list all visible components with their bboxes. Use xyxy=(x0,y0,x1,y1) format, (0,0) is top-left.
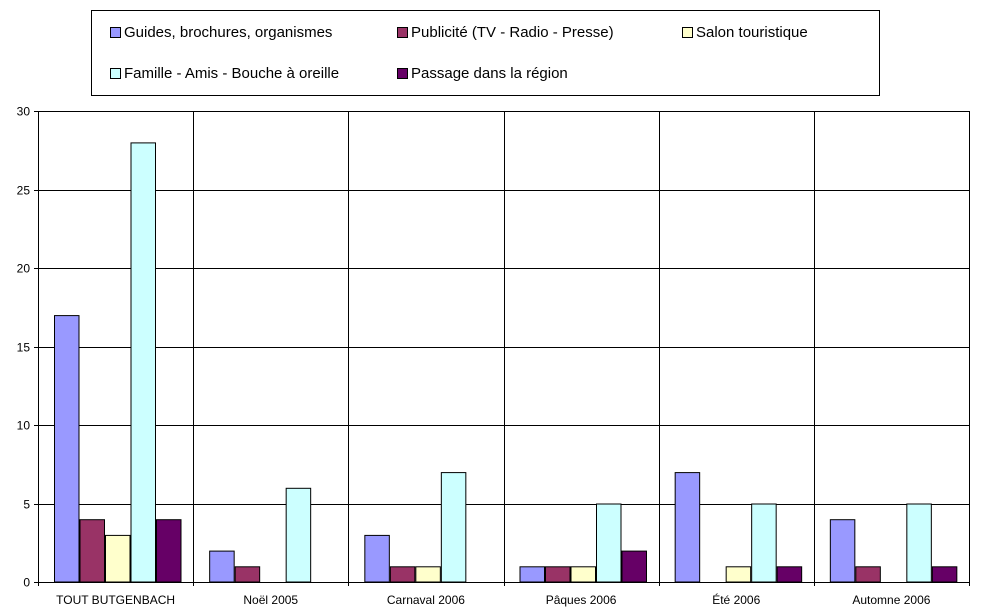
bar-paques-2006-famille-amis-bouche-a-oreille xyxy=(596,503,622,583)
legend-swatch-famille-amis-bouche-a-oreille xyxy=(110,68,121,79)
bar-noel-2005-guides-brochures-organismes xyxy=(209,550,235,583)
legend: Guides, brochures, organismes Publicité (… xyxy=(91,10,880,96)
legend-label-publicite-tv-radio-presse: Publicité (TV - Radio - Presse) xyxy=(411,24,614,41)
bar-tout-butgenbach-guides-brochures-organismes xyxy=(54,315,80,583)
bar-paques-2006-guides-brochures-organismes xyxy=(519,566,545,583)
bar-automne-2006-passage-dans-la-region xyxy=(931,566,958,583)
legend-swatch-publicite-tv-radio-presse xyxy=(397,27,408,38)
y-tick-label-25: 25 xyxy=(17,184,31,198)
x-tick-label-ete-2006: Été 2006 xyxy=(712,592,760,607)
bar-carnaval-2006-salon-touristique xyxy=(415,566,441,583)
bar-paques-2006-publicite-tv-radio-presse xyxy=(545,566,571,583)
bar-carnaval-2006-famille-amis-bouche-a-oreille xyxy=(440,472,467,583)
x-tick-label-automne-2006: Automne 2006 xyxy=(852,593,930,607)
bar-ete-2006-salon-touristique xyxy=(725,566,752,583)
x-tick-label-noel-2005: Noël 2005 xyxy=(243,593,298,607)
legend-swatch-passage-dans-la-region xyxy=(397,68,408,79)
bar-automne-2006-famille-amis-bouche-a-oreille xyxy=(906,503,932,583)
legend-label-guides-brochures-organismes: Guides, brochures, organismes xyxy=(124,24,332,41)
legend-swatch-salon-touristique xyxy=(682,27,693,38)
bar-ete-2006-famille-amis-bouche-a-oreille xyxy=(751,503,777,583)
bar-noel-2005-famille-amis-bouche-a-oreille xyxy=(285,487,312,583)
x-tick-label-tout-butgenbach: TOUT BUTGENBACH xyxy=(56,593,175,607)
legend-label-salon-touristique: Salon touristique xyxy=(696,24,808,41)
y-tick-label-5: 5 xyxy=(23,498,30,512)
y-tick-label-15: 15 xyxy=(17,341,31,355)
legend-label-famille-amis-bouche-a-oreille: Famille - Amis - Bouche à oreille xyxy=(124,65,339,82)
y-tick-label-30: 30 xyxy=(17,105,31,119)
x-tick-label-carnaval-2006: Carnaval 2006 xyxy=(387,593,465,607)
bar-noel-2005-publicite-tv-radio-presse xyxy=(234,566,261,583)
bar-tout-butgenbach-passage-dans-la-region xyxy=(156,519,182,583)
axes: 0 5 10 15 20 25 30 TOUT BUTGENBACH Noël 2005 Carn… xyxy=(17,105,970,607)
bar-paques-2006-salon-touristique xyxy=(570,566,596,583)
bar-automne-2006-publicite-tv-radio-presse xyxy=(855,566,881,583)
bar-ete-2006-guides-brochures-organismes xyxy=(674,472,701,583)
bar-carnaval-2006-guides-brochures-organismes xyxy=(364,534,390,583)
bar-tout-butgenbach-famille-amis-bouche-a-oreille xyxy=(130,142,156,583)
legend-box xyxy=(91,10,880,96)
y-tick-label-0: 0 xyxy=(23,576,30,590)
legend-swatch-guides-brochures-organismes xyxy=(110,27,121,38)
bar-ete-2006-passage-dans-la-region xyxy=(776,566,803,583)
grid xyxy=(38,111,970,583)
bar-tout-butgenbach-publicite-tv-radio-presse xyxy=(79,519,105,583)
bar-carnaval-2006-publicite-tv-radio-presse xyxy=(389,566,416,583)
y-tick-label-20: 20 xyxy=(17,262,31,276)
bars xyxy=(54,142,958,583)
bar-paques-2006-passage-dans-la-region xyxy=(621,550,647,583)
bar-tout-butgenbach-salon-touristique xyxy=(105,534,131,583)
x-tick-label-paques-2006: Pâques 2006 xyxy=(546,593,617,607)
legend-label-passage-dans-la-region: Passage dans la région xyxy=(411,65,568,82)
y-tick-label-10: 10 xyxy=(17,419,31,433)
bar-automne-2006-guides-brochures-organismes xyxy=(829,519,856,583)
